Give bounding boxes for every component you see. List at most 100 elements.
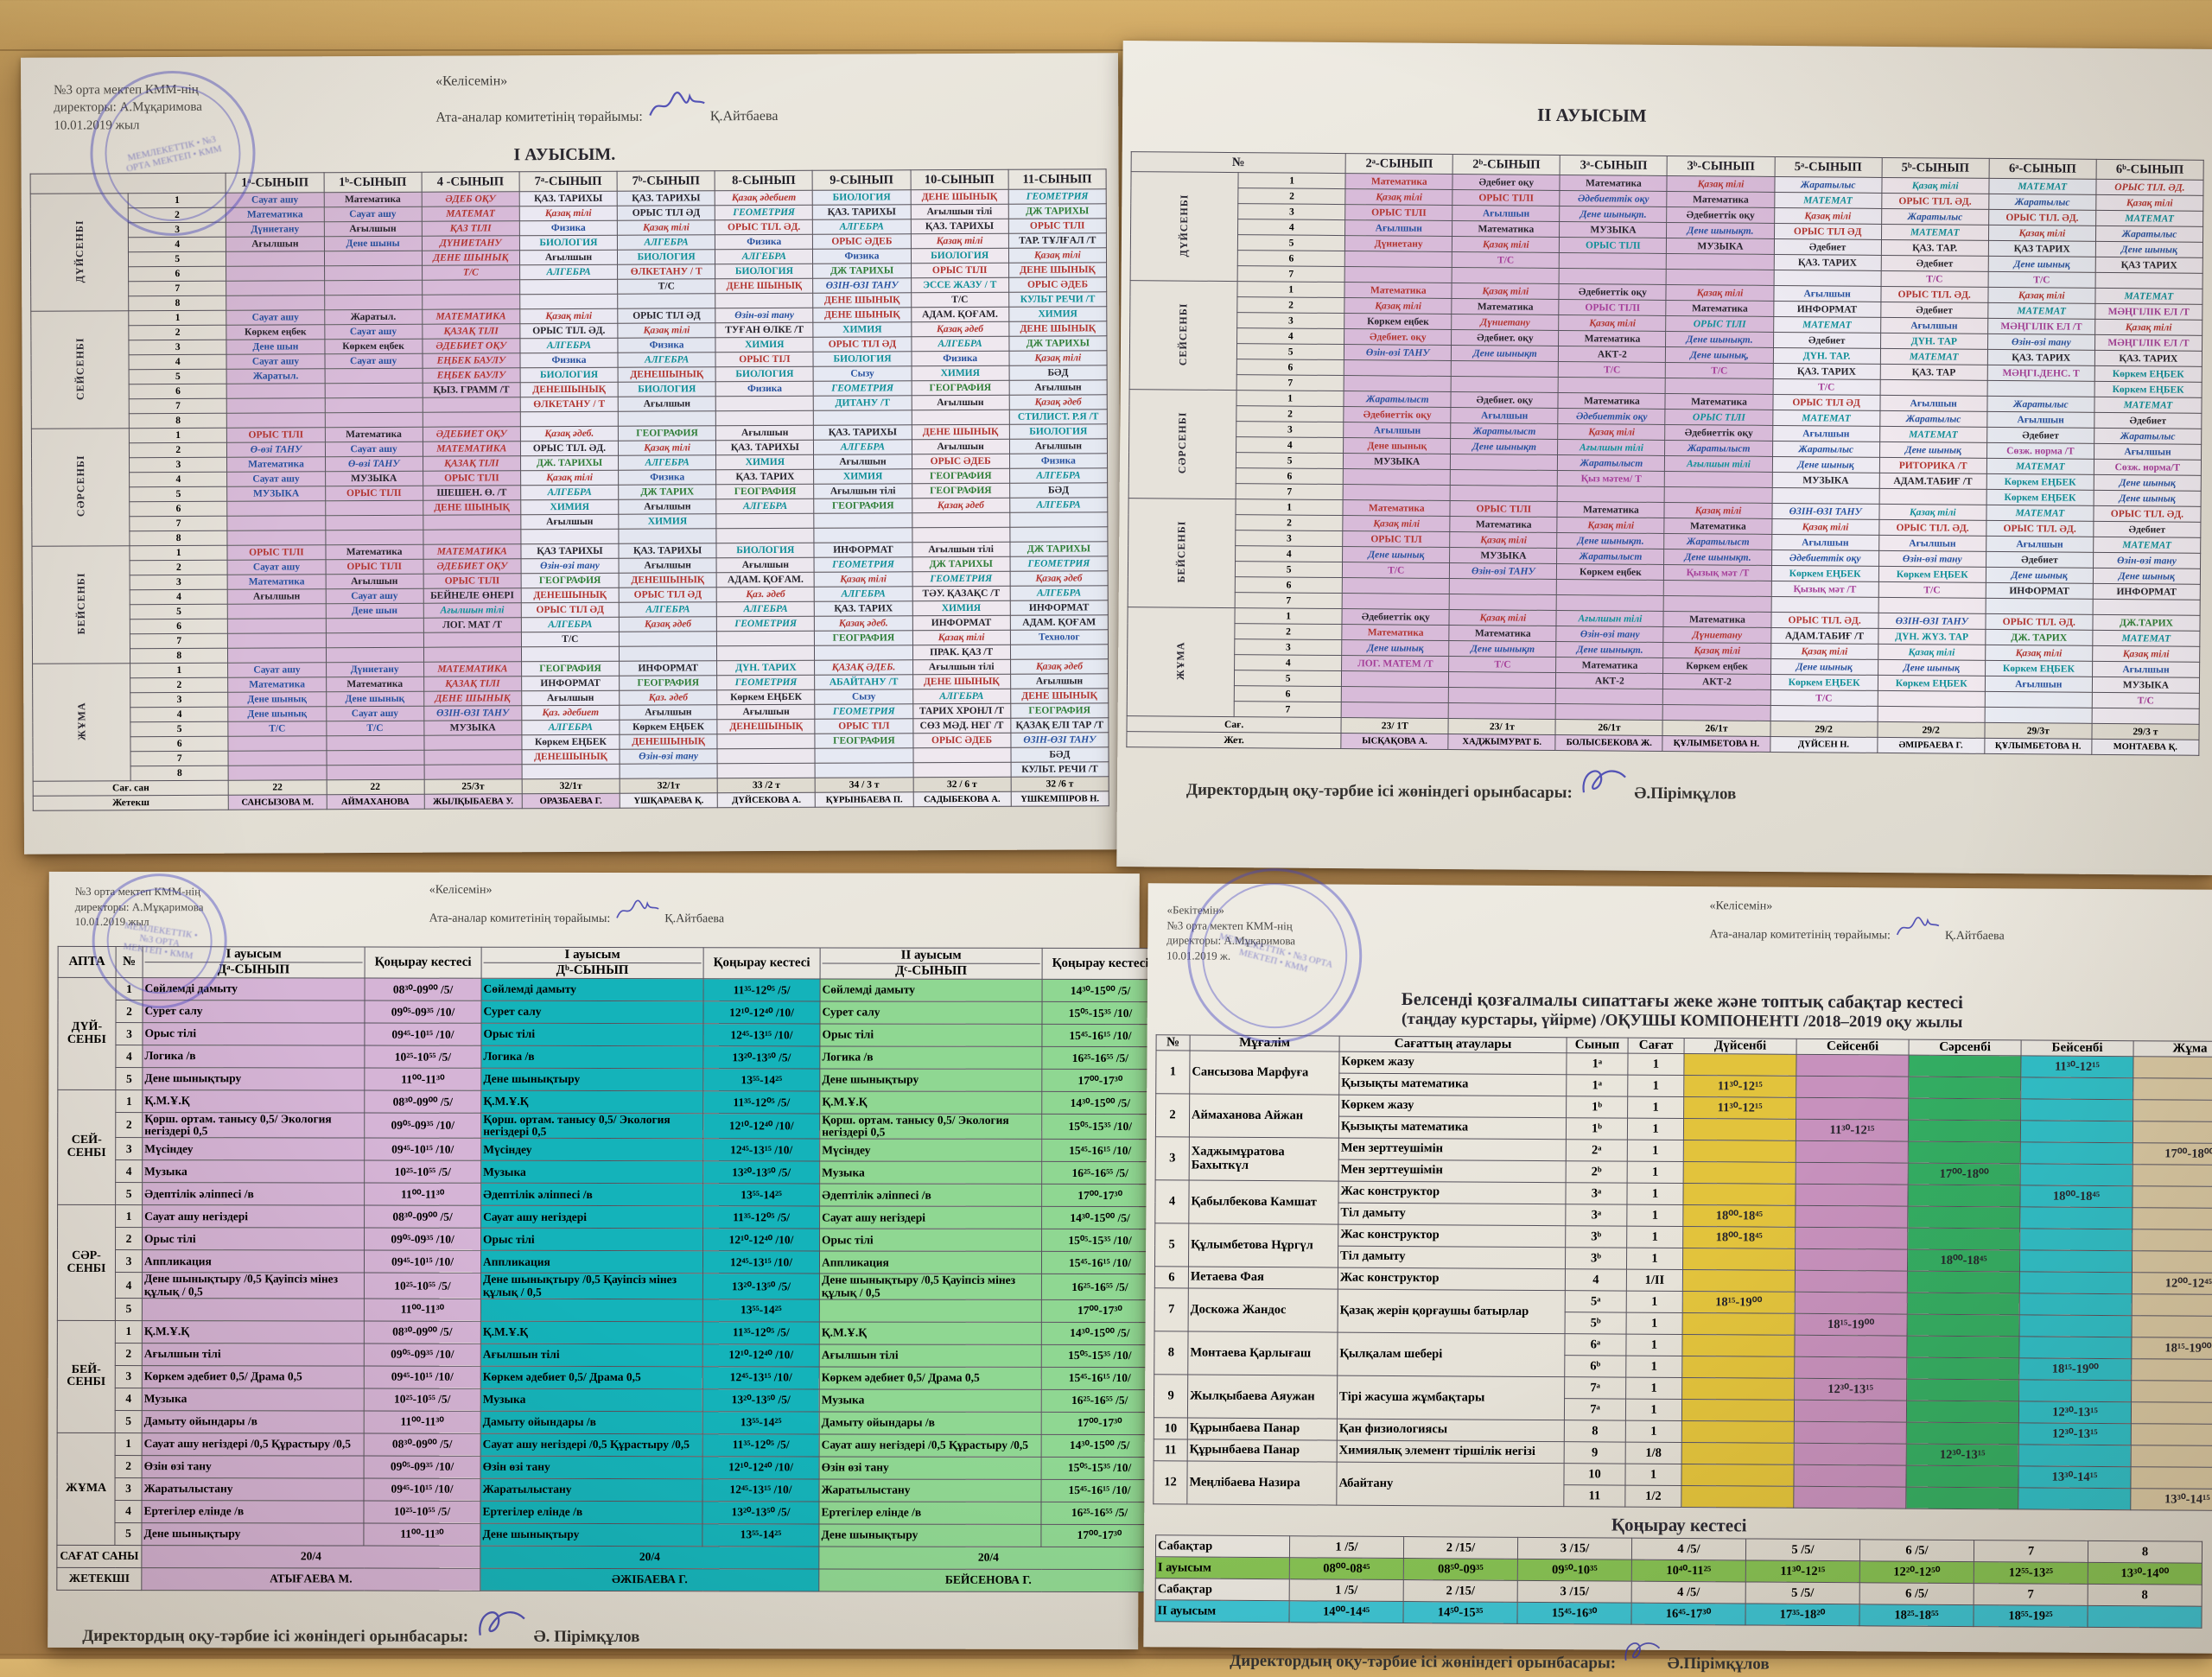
lesson-cell: Т/С — [1880, 270, 1988, 288]
lesson-cell: ОРЫС ТІЛІ — [1008, 218, 1107, 234]
lesson-number: 4 — [1236, 436, 1344, 454]
grade-cell: 1ᵇ — [1566, 1117, 1628, 1140]
subject-cell: Орыс тілі — [142, 1022, 365, 1046]
lesson-number: 3 — [130, 692, 229, 708]
lesson-cell: Сауат ашу — [323, 206, 423, 222]
lesson-cell: Әдебиеттік оқу — [1558, 408, 1666, 425]
lesson-cell: АЛГЕБРА — [619, 601, 717, 618]
lesson-cell: Математика — [1344, 282, 1452, 299]
lesson-cell — [1877, 706, 1985, 723]
club-name: Қазақ жерін қорғаушы батырлар — [1338, 1289, 1566, 1334]
lesson-cell: Т/С — [1342, 562, 1450, 579]
lesson-cell: Қазақ тілі — [519, 308, 618, 324]
bell-cell: 14³⁰-15⁰⁰ /5/ — [1041, 1091, 1159, 1115]
class-header: 1ᵃ-СЫНЫП — [226, 172, 324, 194]
lesson-cell: Т/С — [1448, 656, 1557, 673]
lesson-cell: Математика — [227, 677, 327, 693]
bell-time-cell: 3 /15/ — [1517, 1580, 1632, 1604]
lesson-cell: АЛГЕБРА — [519, 264, 618, 280]
lesson-cell: АЛГЕБРА — [812, 219, 911, 235]
lesson-number: 4 — [1234, 654, 1342, 671]
lesson-cell: Т/С — [1770, 689, 1878, 707]
lesson-number: 4 — [115, 1045, 143, 1068]
lesson-cell: Сызу — [815, 689, 913, 705]
column-header: Сейсенбі — [1796, 1039, 1910, 1056]
lesson-cell: Дене шынық — [1986, 567, 2094, 584]
lesson-number: 4 — [1235, 545, 1343, 562]
grade-cell: 4 — [1565, 1268, 1627, 1292]
agreement-block: «Келісемін» Ата-аналар комитетінің төрай… — [429, 881, 724, 929]
lesson-cell: Қазақ тілі — [2092, 645, 2200, 663]
grade-cell: 11 — [1563, 1484, 1625, 1508]
lesson-cell: Математика — [227, 574, 326, 590]
lesson-cell: Жаратылыс — [1772, 441, 1880, 458]
lesson-cell: АЛГЕБРА — [521, 617, 620, 632]
bell-cell: 16²⁵-16⁵⁵ /5/ — [1041, 1161, 1159, 1185]
lesson-cell: Физика — [519, 220, 618, 236]
day-time-cell: 18¹⁵-19⁰⁰ — [2018, 1357, 2132, 1381]
lesson-cell: Қазақ тілі — [1774, 207, 1882, 225]
column-header: Сағат — [1628, 1038, 1685, 1054]
lesson-cell: Көркем еңбек — [1556, 563, 1664, 581]
subject-cell — [142, 1298, 365, 1321]
subject-cell: Қорш. ортам. танысу 0,5/ Экология негізд… — [142, 1112, 365, 1139]
lesson-cell: АКТ-2 — [1662, 673, 1771, 690]
lesson-cell: Математика — [1666, 300, 1774, 317]
day-label: БЕЙ-СЕНБІ — [57, 1320, 116, 1433]
teacher-name: Аймаханова Айжан — [1189, 1094, 1339, 1139]
lesson-cell — [1558, 377, 1666, 394]
lesson-cell — [1342, 577, 1450, 594]
lesson-cell: Қазақ тілі — [617, 219, 715, 236]
lesson-cell: БИОЛОГИЯ — [911, 248, 1009, 264]
lesson-cell: Қазақ тілі — [618, 440, 716, 456]
day-time-cell — [1794, 1421, 1907, 1445]
lesson-cell: ОРЫС ӘДЕБ — [812, 233, 912, 250]
corner-cell: № — [1131, 151, 1346, 174]
day-time-cell — [2018, 1336, 2133, 1359]
lesson-cell: Ағылшын — [1985, 676, 2093, 693]
bell-cell: 11³⁵-12⁰⁵ /5/ — [702, 1090, 820, 1114]
club-name: Көркем жазу — [1338, 1095, 1567, 1118]
bell-cell: 14³⁰-15⁰⁰ /5/ — [1041, 1322, 1159, 1345]
lesson-cell: ОРЫС ТІЛ — [715, 352, 814, 367]
subject-cell: Мүсіндеу — [819, 1139, 1042, 1162]
lesson-cell: БИОЛОГИЯ — [618, 381, 716, 397]
lesson-number: 1 — [116, 977, 143, 1000]
lesson-cell — [717, 734, 816, 749]
lesson-cell: Дене шынық, — [1665, 346, 1774, 364]
lesson-cell: Ағылшын — [521, 690, 620, 706]
lesson-cell — [1448, 671, 1556, 689]
lesson-cell: МАТЕМАТИКА — [423, 543, 521, 560]
bell-cell: 08³⁰-09⁰⁰ /5/ — [364, 1432, 481, 1456]
lesson-number: 2 — [128, 207, 226, 223]
lesson-number: 1 — [1237, 281, 1345, 298]
lesson-cell: АЛГЕБРА — [1009, 497, 1108, 513]
lesson-cell: ОРЫС ТІЛІ — [1559, 299, 1667, 316]
bell-time-cell: 5 /5/ — [1745, 1538, 1860, 1561]
lesson-cell: ДЕНЕШЫНЫҚ — [521, 749, 620, 765]
bell-time-cell: 1 /5/ — [1289, 1535, 1404, 1559]
lesson-cell: ДЕНЕ ШЫНЫҚ — [1008, 321, 1107, 337]
agree-label: «Келісемін» — [435, 73, 508, 89]
lesson-cell: Математика — [226, 456, 326, 473]
lesson-cell — [715, 410, 814, 426]
lesson-cell: МАТЕМАТ — [1881, 224, 1989, 241]
subject-cell: Сауат ашу негіздері /0,5 Құрастыру /0,5 — [819, 1433, 1042, 1458]
column-header: Сәрсенбі — [1909, 1039, 2022, 1056]
subject-cell: Әдептілік әліппесі /в — [480, 1183, 703, 1207]
lesson-cell: Ағылшын — [520, 514, 619, 530]
row-number: 12 — [1153, 1460, 1188, 1505]
lesson-cell: ӨЗІН-ӨЗІ ТАНУ — [812, 277, 912, 294]
lesson-cell: Физика — [715, 234, 813, 250]
day-time-cell — [1793, 1464, 1907, 1488]
lesson-cell — [1666, 253, 1774, 270]
subject-cell: Аппликация — [142, 1249, 365, 1274]
lesson-cell: ОРЫС ТІЛ. ӘД. — [715, 219, 813, 235]
day-time-cell — [2019, 1228, 2133, 1251]
lesson-cell: АБАЙТАНУ /Т — [814, 674, 913, 690]
lesson-cell: Ағылшын — [1452, 205, 1560, 222]
lesson-cell: Сауат ашу — [226, 353, 325, 370]
day-time-cell — [2020, 1098, 2133, 1121]
lesson-cell: ӘДЕБ ОҚУ — [421, 191, 520, 207]
